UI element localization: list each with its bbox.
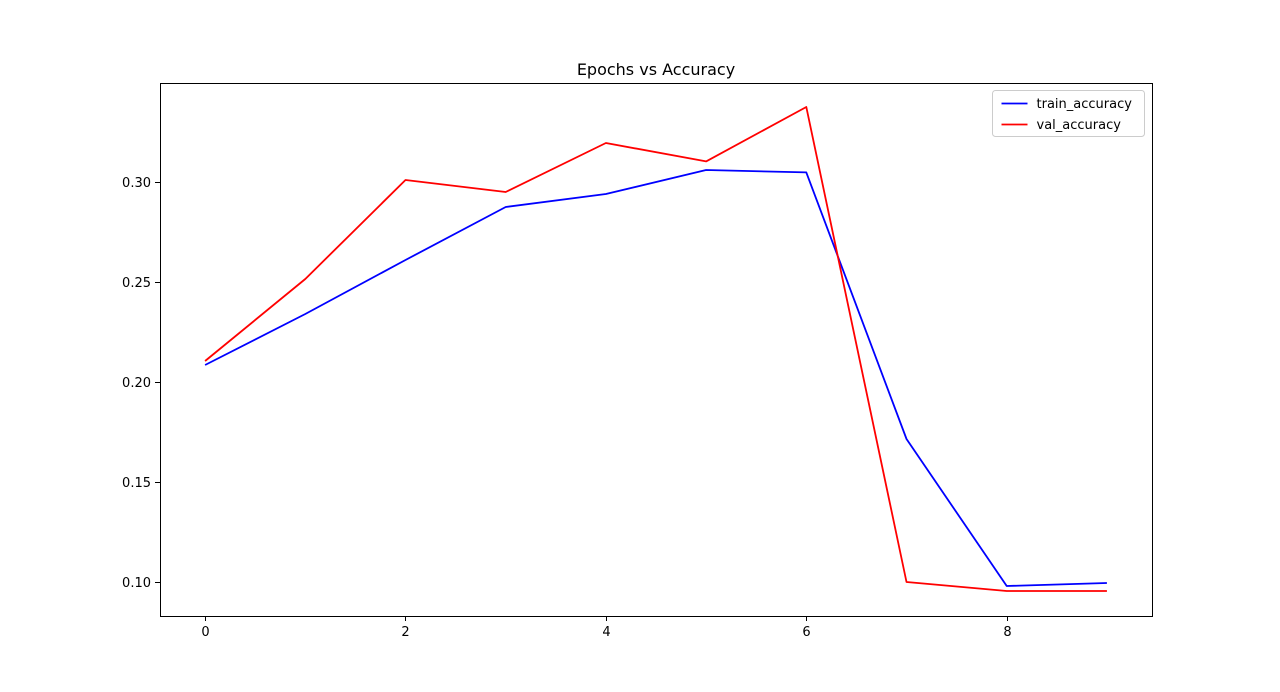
chart-title: Epochs vs Accuracy <box>577 60 735 79</box>
plot-area-frame <box>160 83 1153 617</box>
x-axis: 0 2 4 6 8 <box>201 616 1012 640</box>
y-tick-label: 0.20 <box>122 376 151 391</box>
y-tick-label: 0.30 <box>122 176 151 191</box>
legend-label-val_accuracy: val_accuracy <box>1037 118 1122 133</box>
legend-box <box>992 90 1145 137</box>
x-tick-label: 0 <box>201 625 209 640</box>
y-tick-label: 0.10 <box>122 576 151 591</box>
legend-label-train_accuracy: train_accuracy <box>1037 97 1133 112</box>
series-line-train_accuracy <box>204 169 1107 587</box>
y-tick-label: 0.15 <box>122 476 151 491</box>
series-line-val_accuracy <box>204 106 1107 592</box>
series-layer <box>204 106 1108 592</box>
legend: train_accuracy val_accuracy <box>992 90 1145 137</box>
x-tick-label: 4 <box>602 625 610 640</box>
x-tick-label: 6 <box>802 625 810 640</box>
x-tick-label: 8 <box>1003 625 1011 640</box>
y-axis: 0.10 0.15 0.20 0.25 0.30 <box>122 176 160 591</box>
y-tick-label: 0.25 <box>122 276 151 291</box>
x-tick-label: 2 <box>401 625 409 640</box>
